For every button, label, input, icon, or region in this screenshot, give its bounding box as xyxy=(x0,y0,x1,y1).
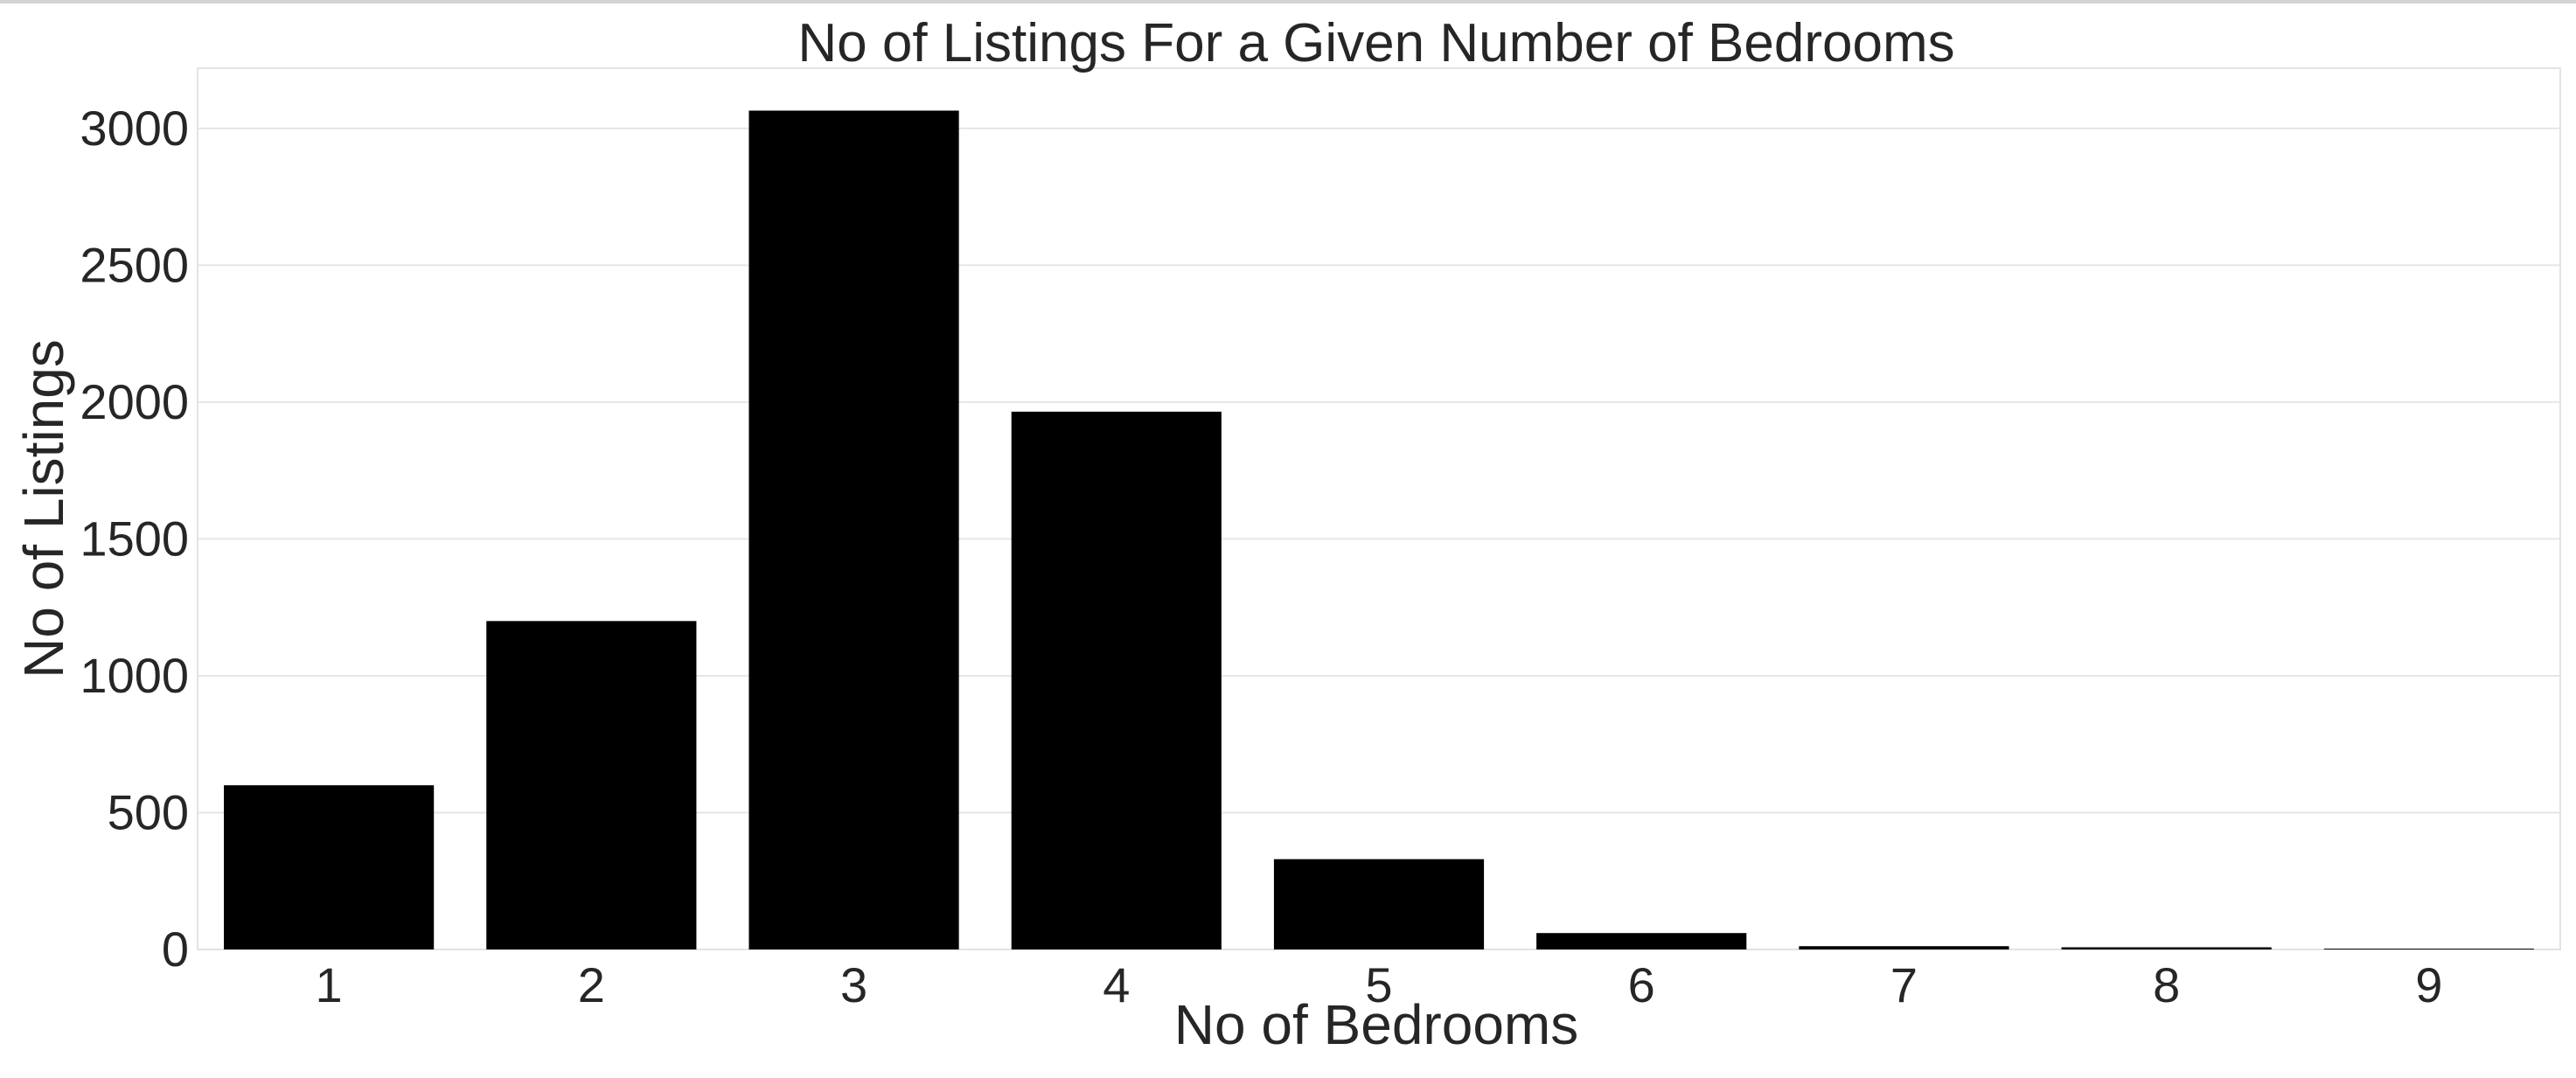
y-tick-label: 0 xyxy=(162,922,189,977)
bar-5-bedrooms xyxy=(1273,859,1485,949)
bar-3-bedrooms xyxy=(748,110,959,950)
bar-6-bedrooms xyxy=(1536,933,1747,949)
x-axis-label: No of Bedrooms xyxy=(1174,993,1578,1056)
bar-4-bedrooms xyxy=(1011,411,1222,949)
y-tick-label: 500 xyxy=(108,784,189,839)
x-tick-label: 5 xyxy=(1365,957,1392,1012)
x-tick-label: 1 xyxy=(316,957,343,1012)
y-tick-label: 1500 xyxy=(80,511,189,566)
y-tick-label: 3000 xyxy=(80,101,189,156)
x-tick-label: 7 xyxy=(1890,957,1918,1012)
y-axis-label: No of Listings xyxy=(12,339,75,678)
window-top-border xyxy=(0,0,2576,3)
bars xyxy=(224,110,2534,950)
x-tick-label: 2 xyxy=(578,957,605,1012)
x-tick-label: 8 xyxy=(2153,957,2180,1012)
x-tick-label: 4 xyxy=(1103,957,1130,1012)
x-tick-label: 9 xyxy=(2415,957,2442,1012)
bar-8-bedrooms xyxy=(2061,947,2272,949)
chart-title: No of Listings For a Given Number of Bed… xyxy=(797,13,1954,73)
x-tick-label: 3 xyxy=(840,957,867,1012)
x-tick-label: 6 xyxy=(1628,957,1655,1012)
bar-2-bedrooms xyxy=(486,621,697,949)
bar-7-bedrooms xyxy=(1799,946,2009,949)
x-tick-labels: 1 2 3 4 5 6 7 8 9 xyxy=(316,957,2443,1012)
y-tick-label: 2000 xyxy=(80,374,189,429)
y-tick-label: 2500 xyxy=(80,237,189,292)
y-tick-label: 1000 xyxy=(80,648,189,703)
bar-1-bedrooms xyxy=(224,785,435,949)
y-tick-labels: 0 500 1000 1500 2000 2500 3000 xyxy=(80,101,189,977)
